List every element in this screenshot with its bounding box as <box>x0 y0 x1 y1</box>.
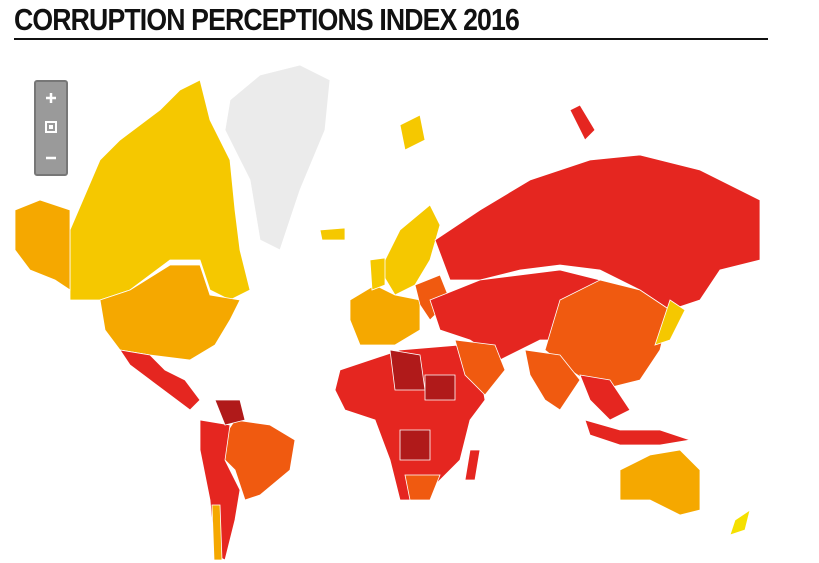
australia <box>619 449 701 516</box>
zoom-icons <box>45 93 57 160</box>
madagascar <box>464 449 481 481</box>
russia <box>434 154 761 311</box>
central-america <box>119 349 201 411</box>
congo <box>399 429 431 461</box>
uk <box>369 257 386 291</box>
indonesia <box>584 419 691 446</box>
svalbard <box>399 114 426 151</box>
western-europe <box>349 284 421 346</box>
india <box>524 349 581 411</box>
map-title: CORRUPTION PERCEPTIONS INDEX 2016 <box>14 2 520 37</box>
japan <box>654 299 686 346</box>
iceland <box>319 227 346 241</box>
arabia <box>454 339 506 396</box>
scandinavia <box>379 204 441 296</box>
libya <box>389 349 426 391</box>
south-africa <box>404 474 441 501</box>
sudan <box>424 374 456 401</box>
arctic-islands <box>569 104 596 141</box>
alaska <box>14 199 71 291</box>
zoom-reset[interactable] <box>45 121 57 133</box>
new-zealand <box>729 509 751 536</box>
chile <box>211 504 223 561</box>
zoom-control <box>34 80 68 176</box>
zoom-in[interactable] <box>46 93 56 103</box>
venezuela <box>214 399 246 426</box>
greenland <box>224 64 331 251</box>
title-rule <box>14 38 768 40</box>
canada <box>69 79 251 301</box>
southeast-asia <box>579 374 631 421</box>
andes <box>199 419 241 561</box>
